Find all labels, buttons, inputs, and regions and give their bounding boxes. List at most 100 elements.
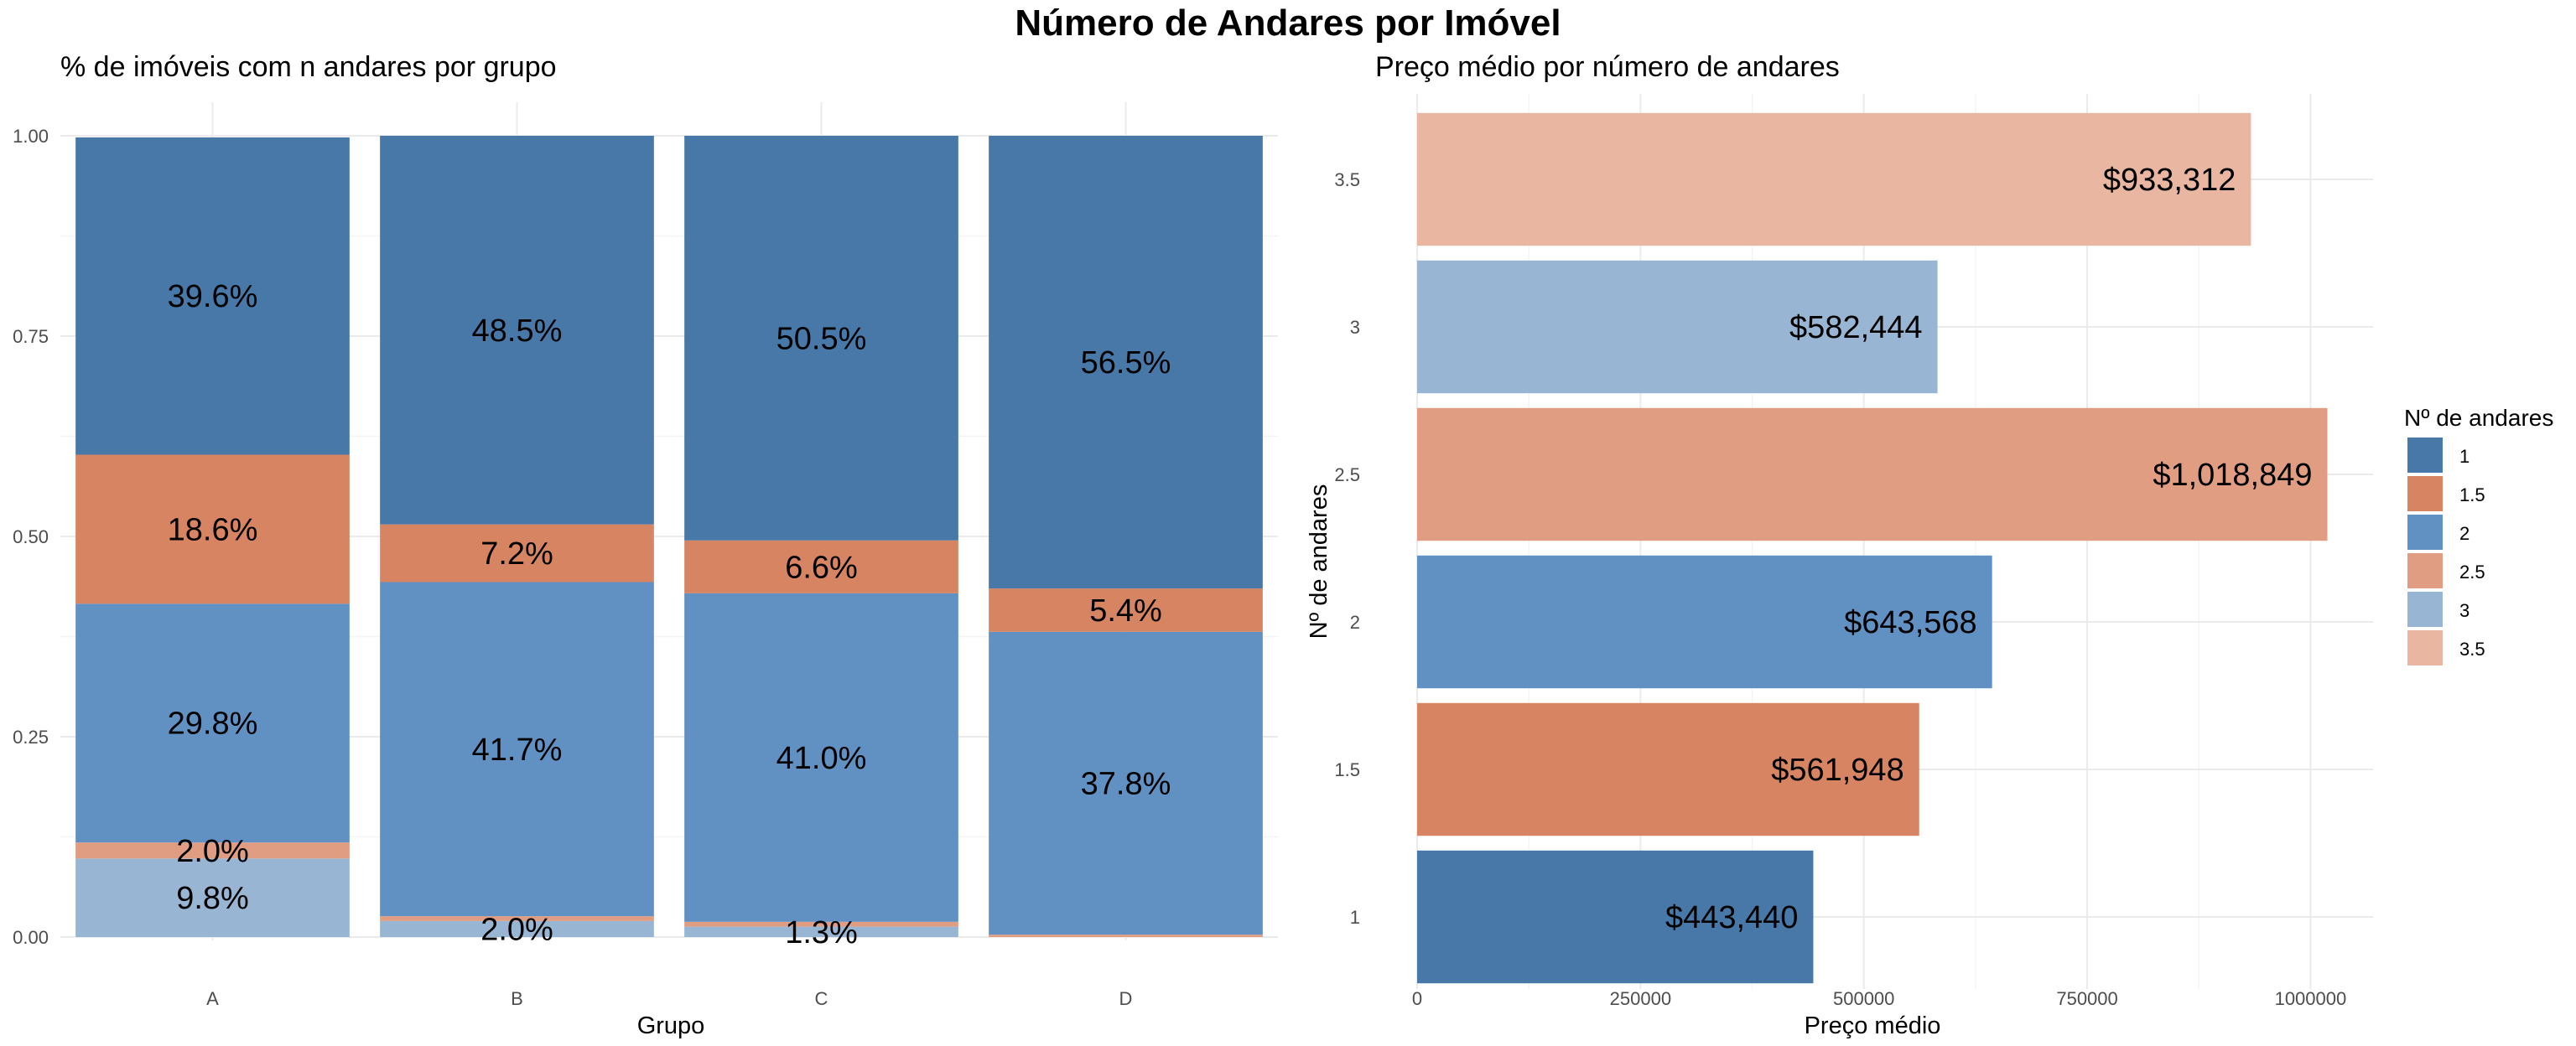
left-y-ticks: 0.00 0.25 0.50 0.75 1.00	[13, 126, 49, 948]
bar-label-b-2: 41.7%	[472, 733, 563, 768]
legend-title: Nº de andares	[2404, 405, 2553, 431]
bar-label-c-3: 1.3%	[785, 915, 858, 950]
left-x-tick-label-d: D	[1119, 988, 1133, 1009]
legend-label-2-5: 2.5	[2459, 562, 2485, 583]
right-y-tick-label: 2	[1350, 612, 1360, 633]
main-title: Número de Andares por Imóvel	[1015, 3, 1561, 44]
price-bar-3-5	[1417, 112, 2251, 246]
left-x-axis-title: Grupo	[637, 1012, 705, 1039]
right-panel: Preço médio por número de andares $443,4…	[1306, 51, 2373, 1039]
bar-label-b-3: 2.0%	[480, 912, 553, 947]
price-label-1-5: $561,948	[1771, 753, 1904, 788]
bar-segment-a-2-5	[75, 842, 350, 859]
bar-label-c-2: 41.0%	[776, 741, 867, 776]
legend-swatch-3	[2407, 592, 2443, 627]
bar-segment-a-1	[75, 137, 350, 455]
right-x-tick-label: 1000000	[2275, 988, 2347, 1009]
price-label-2-5: $1,018,849	[2153, 458, 2312, 493]
legend-items: 1 1.5 2 2.5 3 3.5	[2407, 438, 2485, 665]
bar-segment-a-3	[75, 858, 350, 937]
legend-label-3-5: 3.5	[2459, 639, 2485, 660]
left-y-tick-label: 1.00	[13, 126, 49, 147]
left-y-tick-label: 0.50	[13, 526, 49, 547]
bar-label-b-1: 48.5%	[472, 313, 563, 349]
bar-segment-d-2	[989, 631, 1263, 935]
legend-swatch-1-5	[2407, 476, 2443, 511]
price-label-3: $582,444	[1789, 310, 1923, 345]
bar-label-a-3: 9.8%	[176, 881, 249, 916]
right-x-axis-title: Preço médio	[1805, 1012, 1941, 1039]
price-label-3-5: $933,312	[2103, 163, 2236, 198]
price-bar-3	[1417, 260, 1938, 394]
bar-label-c-1-5: 6.6%	[785, 550, 858, 585]
bar-label-c-1: 50.5%	[776, 321, 867, 356]
right-x-tick-label: 0	[1412, 988, 1422, 1009]
right-y-ticks: 1 1.5 2 2.5 3 3.5	[1334, 169, 1360, 928]
bar-segment-c-1	[684, 136, 958, 541]
left-y-tick-label: 0.75	[13, 326, 49, 347]
bar-segment-b-3	[380, 920, 654, 937]
left-x-tick-label-c: C	[815, 988, 828, 1009]
bar-segment-b-1	[380, 136, 654, 525]
bar-segment-b-2	[380, 582, 654, 917]
left-bar-labels: 9.8% 2.0% 29.8% 18.6% 39.6% 2.0% 41.7% 7.2% 48.5…	[168, 279, 1171, 950]
right-bars	[1417, 112, 2328, 984]
right-y-tick-label: 2.5	[1334, 464, 1360, 485]
left-panel-title: % de imóveis com n andares por grupo	[60, 51, 557, 83]
right-panel-title: Preço médio por número de andares	[1375, 51, 1840, 83]
legend-label-1-5: 1.5	[2459, 484, 2485, 505]
bar-segment-b-1-5	[380, 524, 654, 583]
right-x-tick-label: 500000	[1833, 988, 1894, 1009]
left-panel: % de imóveis com n andares por grupo 9.8…	[13, 51, 1278, 1039]
left-bars	[75, 136, 1263, 937]
bar-segment-d-2-5	[989, 935, 1263, 937]
legend-swatch-3-5	[2407, 630, 2443, 665]
bar-segment-c-2	[684, 593, 958, 922]
right-bar-labels: $443,440 $561,948 $643,568 $1,018,849 $582,4…	[1665, 163, 2313, 935]
legend-label-3: 3	[2459, 600, 2470, 621]
left-y-tick-label: 0.00	[13, 927, 49, 948]
bar-segment-c-3	[684, 926, 958, 937]
legend-swatch-1	[2407, 438, 2443, 473]
bar-segment-c-1-5	[684, 540, 958, 593]
bar-label-a-2: 29.8%	[168, 707, 258, 742]
bar-segment-a-2	[75, 603, 350, 843]
right-x-ticks: 0 250000 500000 750000 1000000	[1412, 988, 2346, 1009]
bar-segment-d-1-5	[989, 588, 1263, 632]
right-y-tick-label: 1	[1350, 907, 1360, 928]
price-bar-1	[1417, 850, 1814, 984]
price-bar-2-5	[1417, 407, 2328, 541]
bar-label-a-1-5: 18.6%	[168, 512, 258, 547]
price-bar-2	[1417, 555, 1992, 689]
legend-label-2: 2	[2459, 523, 2470, 544]
price-label-1: $443,440	[1665, 900, 1799, 935]
bar-label-d-2: 37.8%	[1081, 766, 1171, 801]
price-bar-1-5	[1417, 702, 1919, 836]
right-y-axis-title: Nº de andares	[1306, 484, 1332, 640]
bar-label-d-1-5: 5.4%	[1089, 593, 1162, 629]
legend-label-1: 1	[2459, 446, 2470, 467]
right-y-tick-label: 3	[1350, 317, 1360, 338]
bar-label-a-1: 39.6%	[168, 279, 258, 314]
legend-swatch-2	[2407, 515, 2443, 550]
right-y-tick-label: 3.5	[1334, 169, 1360, 190]
right-y-tick-label: 1.5	[1334, 759, 1360, 780]
bar-label-b-1-5: 7.2%	[480, 536, 553, 572]
bar-label-a-2-5: 2.0%	[176, 834, 249, 869]
left-x-tick-label-b: B	[511, 988, 523, 1009]
legend-swatch-2-5	[2407, 553, 2443, 588]
price-label-2: $643,568	[1844, 605, 1977, 640]
right-x-tick-label: 750000	[2056, 988, 2117, 1009]
left-x-ticks: A B C D	[206, 988, 1132, 1009]
bar-segment-b-2-5	[380, 916, 654, 921]
right-x-tick-label: 250000	[1610, 988, 1671, 1009]
legend: Nº de andares 1 1.5 2 2.5 3 3.5	[2404, 405, 2553, 665]
bar-segment-c-2-5	[684, 921, 958, 927]
left-y-tick-label: 0.25	[13, 727, 49, 748]
bar-segment-a-1-5	[75, 454, 350, 604]
bar-segment-d-1	[989, 136, 1263, 589]
bar-label-d-1: 56.5%	[1081, 345, 1171, 381]
left-x-tick-label-a: A	[206, 988, 219, 1009]
